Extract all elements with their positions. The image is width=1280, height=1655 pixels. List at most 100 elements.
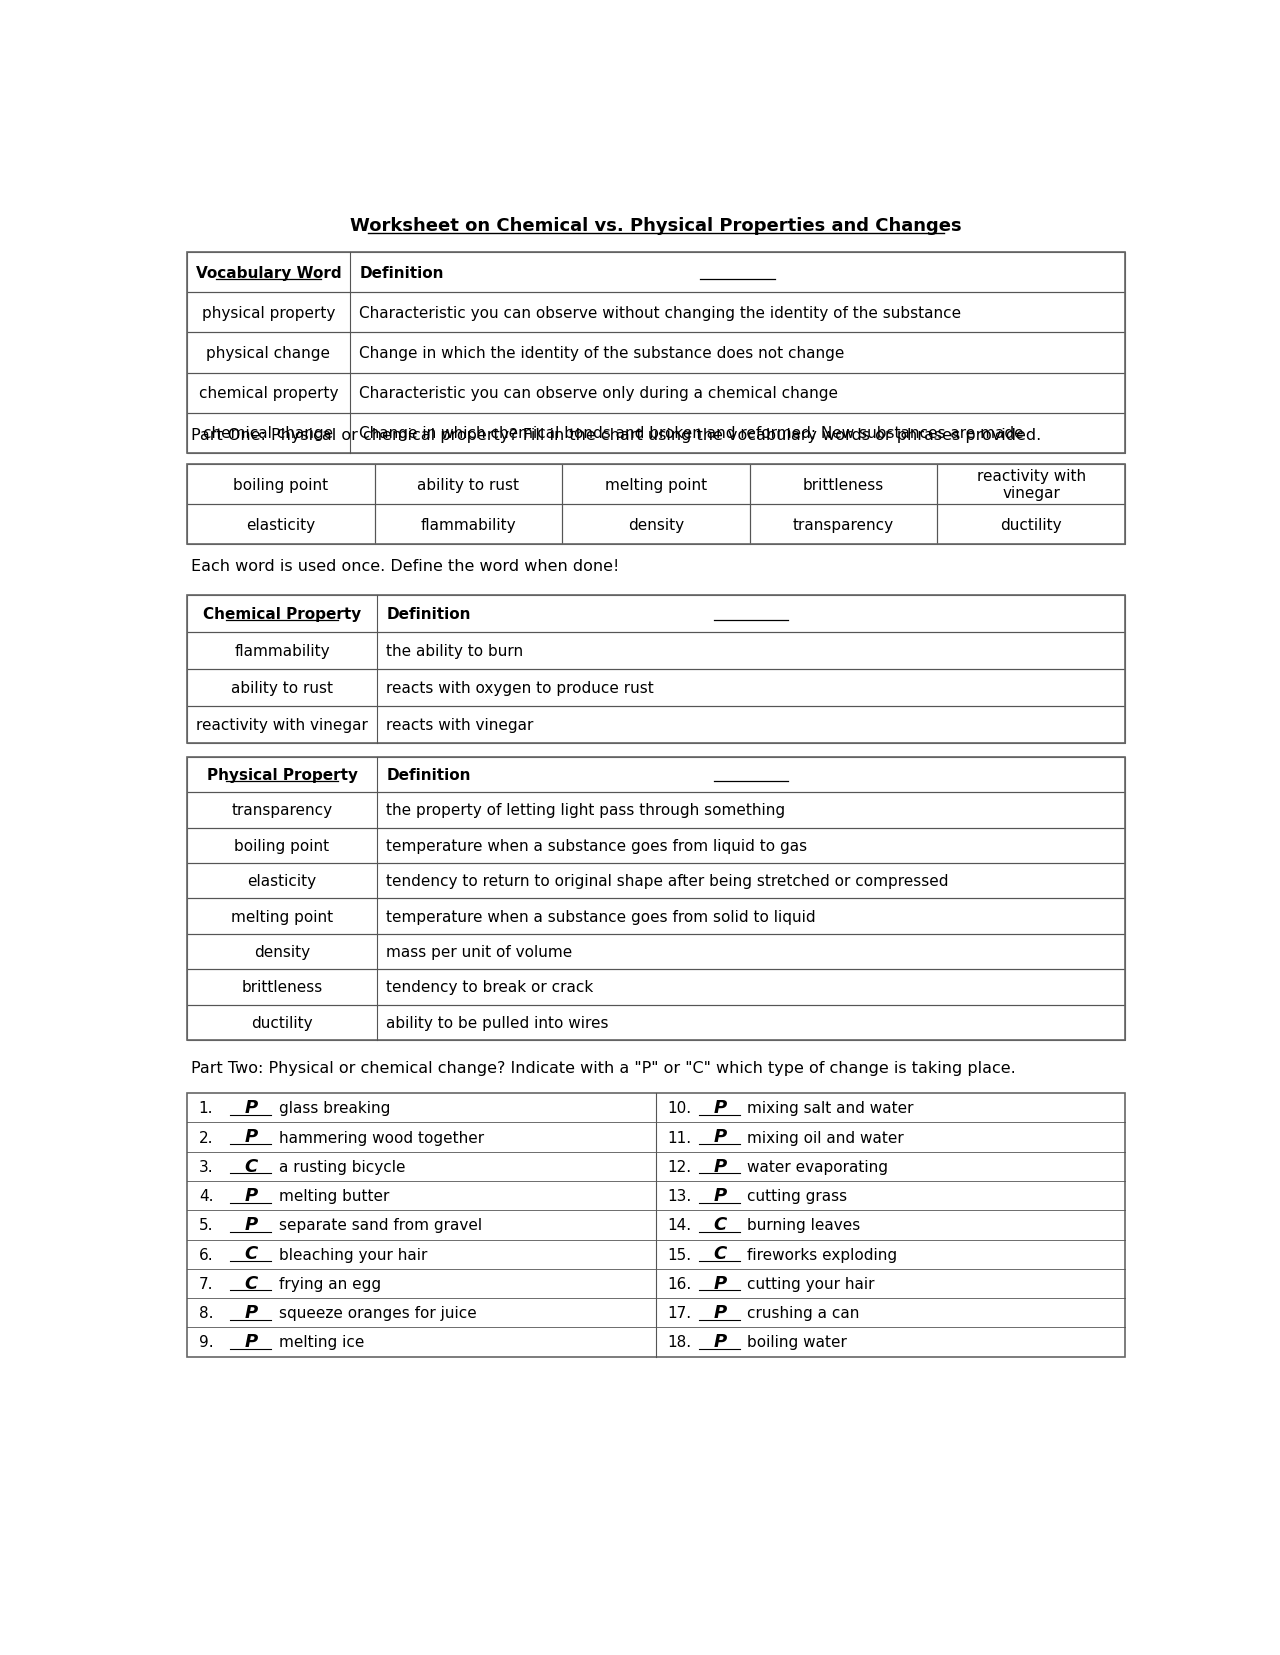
Text: ability to be pulled into wires: ability to be pulled into wires [387,1015,609,1031]
Text: 7.: 7. [198,1276,214,1291]
Text: P: P [714,1187,727,1205]
Text: elasticity: elasticity [247,874,316,889]
Text: P: P [244,1215,259,1233]
Text: reacts with vinegar: reacts with vinegar [387,718,534,733]
Bar [750,465,937,505]
Bar [187,935,1125,970]
Text: bleaching your hair: bleaching your hair [279,1246,428,1261]
Text: Part Two: Physical or chemical change? Indicate with a "P" or "C" which type of : Part Two: Physical or chemical change? I… [191,1059,1016,1074]
Text: squeeze oranges for juice: squeeze oranges for juice [279,1306,476,1321]
Bar [187,465,1125,544]
Text: mass per unit of volume: mass per unit of volume [387,945,572,960]
Text: flammability: flammability [421,518,516,533]
Text: density: density [628,518,684,533]
Bar [187,333,1125,374]
Text: Chemical Property: Chemical Property [204,607,361,622]
Bar [562,465,750,505]
Text: chemical property: chemical property [198,386,338,401]
Text: 16.: 16. [668,1276,692,1291]
Text: mixing oil and water: mixing oil and water [748,1130,904,1145]
Text: 11.: 11. [668,1130,691,1145]
Bar [937,505,1125,544]
Bar [187,707,1125,743]
Text: boiling water: boiling water [748,1334,847,1349]
Bar [187,864,1125,899]
Bar [937,465,1125,505]
Bar [187,758,1125,793]
Bar [187,465,375,505]
Text: 6.: 6. [198,1246,214,1261]
Text: melting point: melting point [230,909,333,923]
Text: density: density [253,945,310,960]
Text: physical property: physical property [202,306,335,321]
Text: reacts with oxygen to produce rust: reacts with oxygen to produce rust [387,680,654,695]
Bar [187,1094,1125,1357]
Text: 4.: 4. [198,1188,214,1203]
Bar [187,899,1125,935]
Text: Characteristic you can observe only during a chemical change: Characteristic you can observe only duri… [360,386,838,401]
Text: transparency: transparency [232,803,333,818]
Text: C: C [244,1274,259,1293]
Bar [562,505,750,544]
Text: hammering wood together: hammering wood together [279,1130,484,1145]
Text: 2.: 2. [198,1130,214,1145]
Text: P: P [714,1274,727,1293]
Text: melting ice: melting ice [279,1334,364,1349]
Text: ductility: ductility [251,1015,312,1031]
Text: Vocabulary Word: Vocabulary Word [196,266,342,281]
Text: temperature when a substance goes from solid to liquid: temperature when a substance goes from s… [387,909,815,923]
Text: 13.: 13. [668,1188,692,1203]
Text: P: P [714,1127,727,1145]
Text: Worksheet on Chemical vs. Physical Properties and Changes: Worksheet on Chemical vs. Physical Prope… [351,217,961,235]
Text: crushing a can: crushing a can [748,1306,860,1321]
Text: temperature when a substance goes from liquid to gas: temperature when a substance goes from l… [387,839,808,854]
Text: 12.: 12. [668,1158,691,1173]
Bar [187,293,1125,333]
Bar [187,596,1125,743]
Text: brittleness: brittleness [803,477,884,493]
Text: Change in which the identity of the substance does not change: Change in which the identity of the subs… [360,346,845,361]
Text: transparency: transparency [794,518,895,533]
Text: ability to rust: ability to rust [232,680,333,695]
Bar [375,465,562,505]
Text: melting point: melting point [605,477,707,493]
Text: P: P [714,1332,727,1350]
Text: physical change: physical change [206,346,330,361]
Text: Characteristic you can observe without changing the identity of the substance: Characteristic you can observe without c… [360,306,961,321]
Text: the property of letting light pass through something: the property of letting light pass throu… [387,803,786,818]
Bar [187,374,1125,414]
Bar [375,505,562,544]
Text: reactivity with vinegar: reactivity with vinegar [196,718,369,733]
Text: Each word is used once. Define the word when done!: Each word is used once. Define the word … [191,559,620,574]
Text: P: P [244,1332,259,1350]
Text: fireworks exploding: fireworks exploding [748,1246,897,1261]
Text: cutting your hair: cutting your hair [748,1276,876,1291]
Text: C: C [714,1215,727,1233]
Bar [187,970,1125,1005]
Bar [187,670,1125,707]
Text: separate sand from gravel: separate sand from gravel [279,1218,481,1233]
Text: 14.: 14. [668,1218,691,1233]
Text: boiling point: boiling point [233,477,329,493]
Text: 18.: 18. [668,1334,691,1349]
Text: Definition: Definition [387,768,471,783]
Text: C: C [244,1245,259,1263]
Bar [187,758,1125,1041]
Text: 15.: 15. [668,1246,691,1261]
Text: glass breaking: glass breaking [279,1101,390,1115]
Text: the ability to burn: the ability to burn [387,644,524,659]
Text: P: P [244,1302,259,1321]
Text: P: P [244,1187,259,1205]
Bar [187,632,1125,670]
Text: brittleness: brittleness [242,980,323,995]
Bar [187,1005,1125,1041]
Text: boiling point: boiling point [234,839,330,854]
Text: elasticity: elasticity [246,518,315,533]
Bar [187,505,375,544]
Text: P: P [244,1099,259,1117]
Text: tendency to return to original shape after being stretched or compressed: tendency to return to original shape aft… [387,874,948,889]
Text: C: C [714,1245,727,1263]
Bar [187,596,1125,632]
Text: melting butter: melting butter [279,1188,389,1203]
Text: 5.: 5. [198,1218,214,1233]
